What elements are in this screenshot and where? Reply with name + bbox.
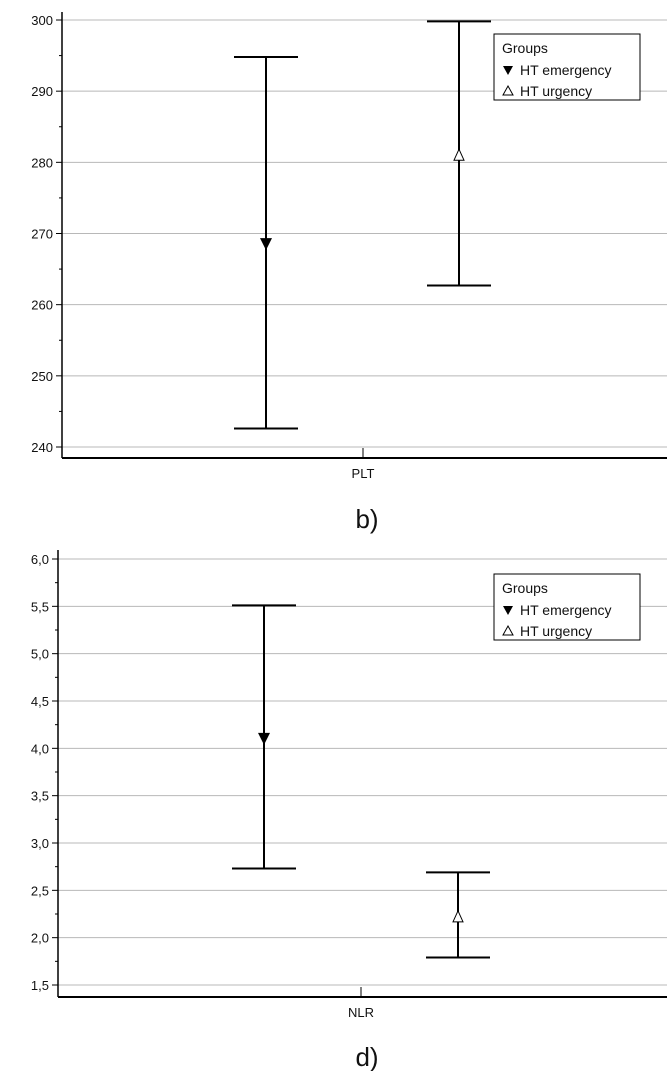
plt-error-bars — [234, 20, 491, 430]
nlr-legend-entry-urgency: HT urgency — [520, 623, 592, 639]
plt-legend-entry-emergency: HT emergency — [520, 62, 612, 78]
plt-y-tick-label: 290 — [31, 84, 53, 99]
plt-error-bar-emergency — [234, 56, 298, 430]
open-up-triangle-icon — [502, 624, 514, 636]
nlr-y-tick-label: 2,5 — [31, 883, 49, 898]
nlr-y-tick-label: 5,0 — [31, 647, 49, 662]
nlr-y-tick-label: 5,5 — [31, 599, 49, 614]
filled-down-triangle-icon — [503, 66, 513, 75]
plt-category-label: PLT — [352, 466, 375, 481]
mean-marker-open-up-triangle — [452, 909, 464, 923]
filled-down-triangle-icon — [503, 606, 513, 615]
nlr-y-tick-label: 1,5 — [31, 978, 49, 993]
plt-legend-box — [493, 33, 641, 101]
nlr-y-tick-label: 4,0 — [31, 741, 49, 756]
plt-legend: Groups HT emergency HT urgency — [493, 33, 641, 101]
nlr-legend-box — [493, 573, 641, 641]
nlr-y-tick-label: 2,0 — [31, 931, 49, 946]
plt-y-tick-label: 260 — [31, 298, 53, 313]
plt-legend-entry-urgency: HT urgency — [520, 83, 592, 99]
open-up-triangle-icon — [502, 84, 514, 96]
plt-y-tick-label: 250 — [31, 369, 53, 384]
nlr-y-tick-label: 3,0 — [31, 836, 49, 851]
nlr-panel-label: d) — [355, 1042, 378, 1071]
nlr-legend: Groups HT emergency HT urgency — [493, 573, 641, 641]
plt-panel-label: b) — [355, 504, 378, 534]
nlr-error-bars — [232, 604, 490, 959]
plt-y-ticks: 240 250 260 270 280 290 300 — [31, 13, 62, 455]
nlr-y-tick-label: 3,5 — [31, 789, 49, 804]
plt-gridlines — [62, 19, 667, 448]
plt-y-tick-label: 300 — [31, 13, 53, 28]
mean-marker-filled-down-triangle — [258, 732, 270, 745]
nlr-y-ticks: 1,5 2,0 2,5 3,0 3,5 4,0 4,5 5,0 5,5 6,0 — [31, 552, 58, 993]
nlr-legend-title: Groups — [502, 580, 548, 596]
nlr-error-bar-urgency — [426, 871, 490, 959]
plt-error-bar-urgency — [427, 20, 491, 287]
nlr-legend-entry-emergency: HT emergency — [520, 602, 612, 618]
nlr-category-label: NLR — [348, 1005, 374, 1020]
nlr-y-tick-label: 4,5 — [31, 694, 49, 709]
mean-marker-open-up-triangle — [453, 148, 465, 161]
plt-y-tick-label: 280 — [31, 155, 53, 170]
nlr-error-bar-emergency — [232, 604, 296, 870]
nlr-y-tick-label: 6,0 — [31, 552, 49, 567]
plt-chart-panel: 240 250 260 270 280 290 300 PLT Groups HT emer… — [31, 12, 667, 534]
mean-marker-filled-down-triangle — [260, 238, 272, 251]
nlr-chart-panel: 1,5 2,0 2,5 3,0 3,5 4,0 4,5 5,0 5,5 6,0 NLR Group… — [31, 550, 667, 1071]
plt-y-tick-label: 240 — [31, 440, 53, 455]
plt-legend-title: Groups — [502, 40, 548, 56]
plt-y-tick-label: 270 — [31, 227, 53, 242]
